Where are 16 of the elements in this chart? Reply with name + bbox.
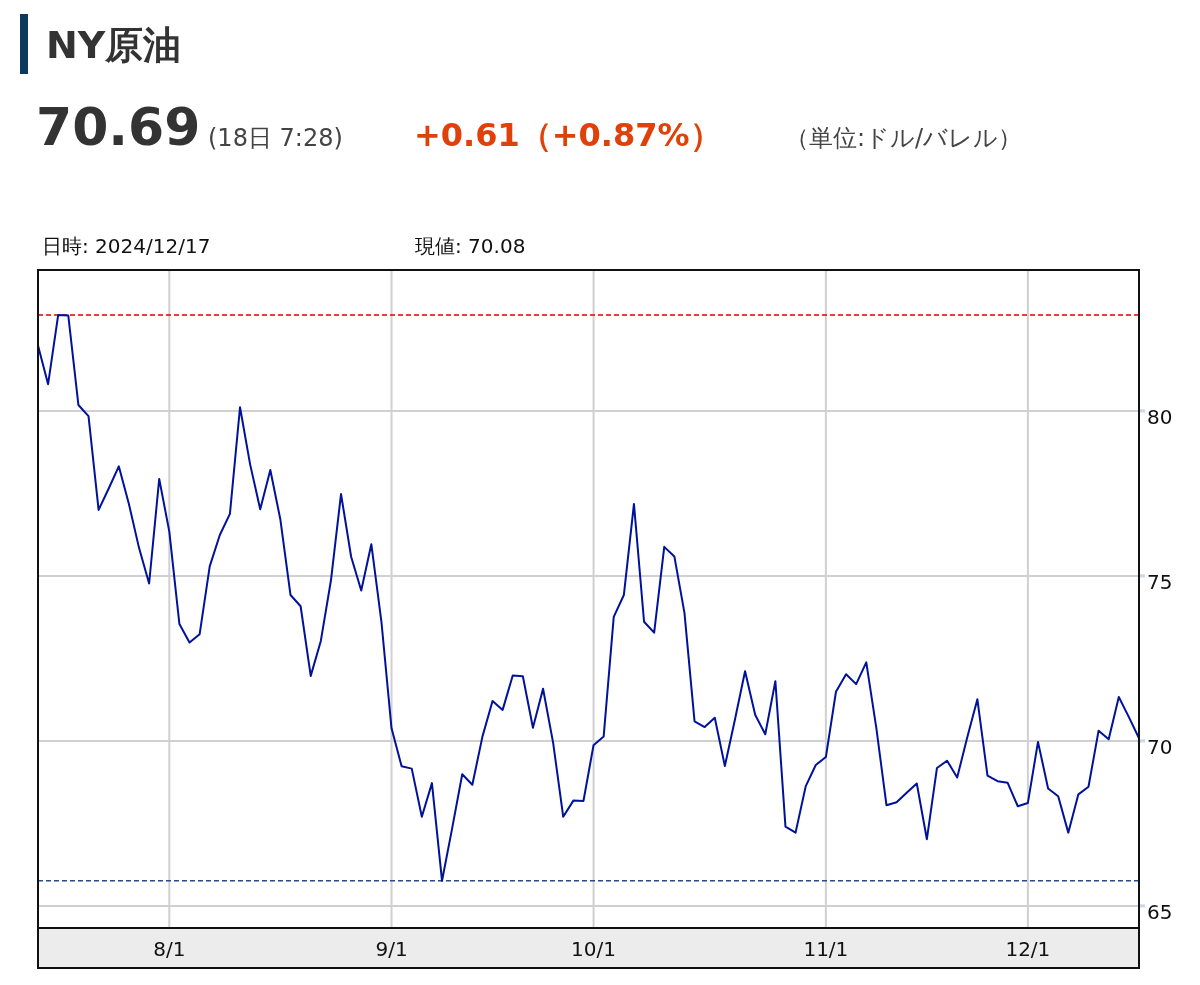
text: 現値: 70.08	[415, 234, 526, 258]
x-tick-label: 12/1	[1005, 937, 1051, 961]
chart-title: NY原油	[46, 23, 182, 67]
text: 日時: 2024/12/17	[42, 234, 211, 258]
text: (18日 7:28)	[208, 124, 343, 152]
y-tick-label: 75	[1147, 569, 1173, 594]
x-tick-label: 10/1	[571, 937, 617, 961]
y-tick-label: 80	[1147, 404, 1173, 429]
chart-subtitle: 70.69	[36, 97, 201, 157]
y-tick-label: 65	[1147, 899, 1173, 924]
x-tick-label: 9/1	[375, 937, 408, 961]
x-tick-label: 11/1	[803, 937, 849, 961]
text: （単位:ドル/バレル）	[785, 124, 1023, 152]
x-tick-label: 8/1	[153, 937, 186, 961]
y-tick-label: 70	[1147, 734, 1173, 759]
text: +0.61（+0.87%）	[414, 116, 722, 154]
